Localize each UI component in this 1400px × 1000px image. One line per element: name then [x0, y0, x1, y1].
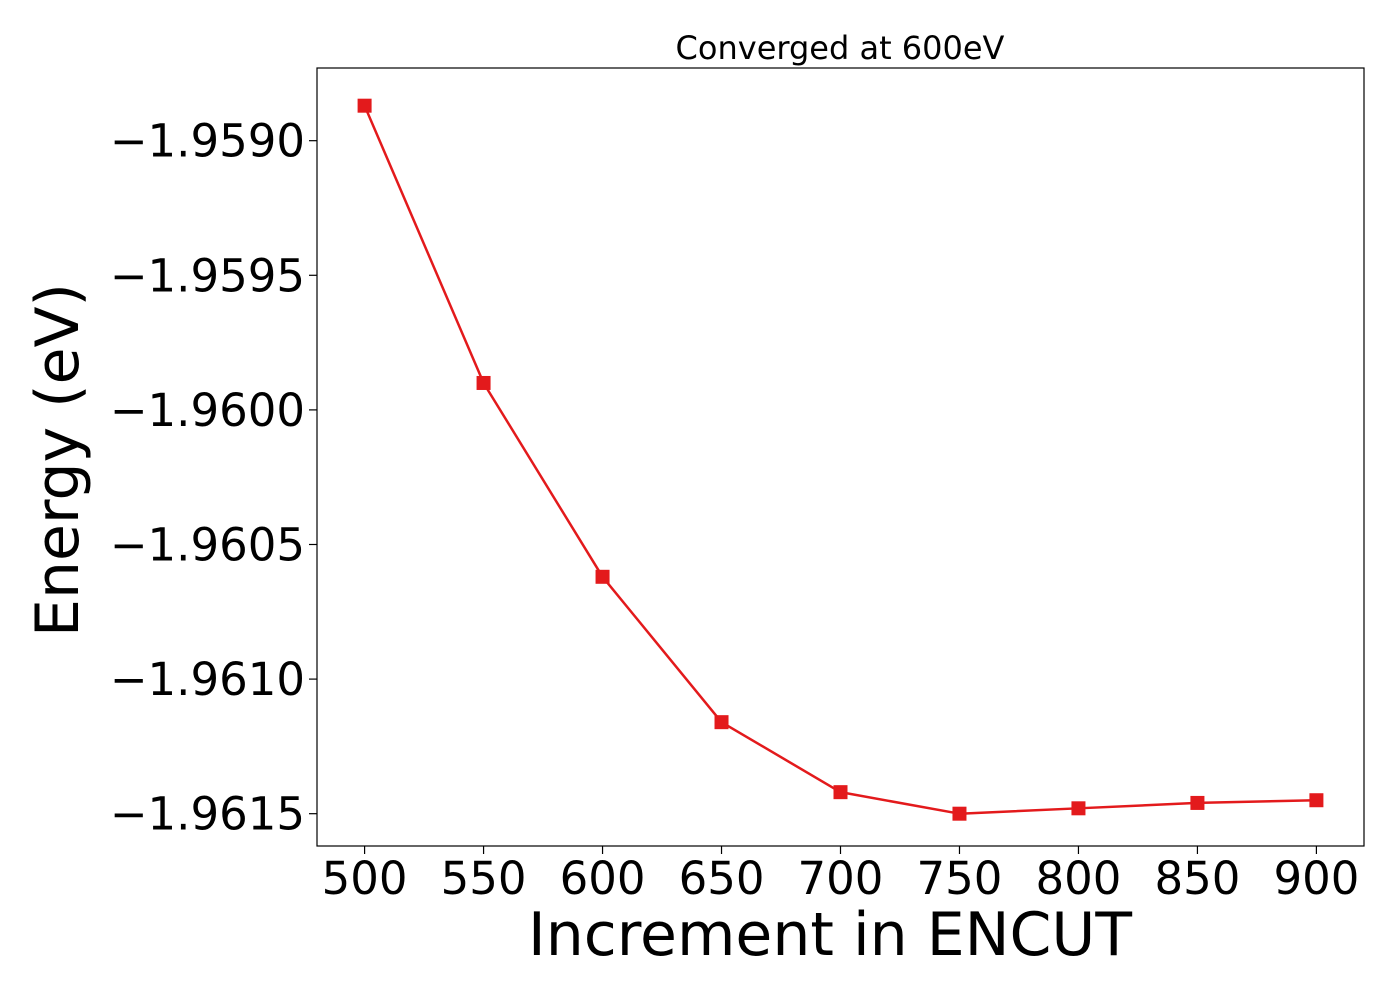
- x-tick-label: 700: [798, 852, 884, 905]
- x-tick-label: 650: [679, 852, 765, 905]
- series-layer: [357, 98, 1324, 821]
- energy-point-marker: [714, 715, 729, 730]
- x-tick-label: 750: [917, 852, 1003, 905]
- plot-area: [316, 67, 1365, 847]
- x-tick-label: 600: [560, 852, 646, 905]
- x-tick-label: 800: [1036, 852, 1122, 905]
- chart-title: Converged at 600eV: [676, 29, 1005, 67]
- x-tick-label: 550: [441, 852, 527, 905]
- x-tick-label: 850: [1154, 852, 1240, 905]
- x-tick-label: 500: [322, 852, 408, 905]
- y-tick-label: −1.9590: [110, 115, 305, 168]
- x-axis: 500 550 600 650 700 750 800 850 900: [322, 846, 1359, 905]
- y-tick-label: −1.9605: [110, 518, 305, 571]
- energy-point-marker: [952, 806, 967, 821]
- y-tick-label: −1.9595: [110, 249, 305, 302]
- energy-series-line: [363, 104, 1318, 815]
- y-tick-label: −1.9600: [110, 384, 305, 437]
- energy-point-marker: [476, 375, 491, 390]
- y-axis-label: Energy (eV): [23, 283, 93, 637]
- plot-frame: [316, 67, 1365, 847]
- energy-point-marker: [1071, 801, 1086, 816]
- energy-point-marker: [357, 98, 372, 113]
- x-tick-label: 900: [1273, 852, 1359, 905]
- energy-point-marker: [1190, 795, 1205, 810]
- energy-point-marker: [595, 569, 610, 584]
- energy-point-marker: [833, 785, 848, 800]
- y-axis: −1.9590 −1.9595 −1.9600 −1.9605 −1.9610 −1.96…: [110, 115, 317, 841]
- y-tick-label: −1.9610: [110, 653, 305, 706]
- x-axis-label: Increment in ENCUT: [528, 900, 1132, 970]
- energy-point-marker: [1309, 793, 1324, 808]
- y-tick-label: −1.9615: [110, 788, 305, 841]
